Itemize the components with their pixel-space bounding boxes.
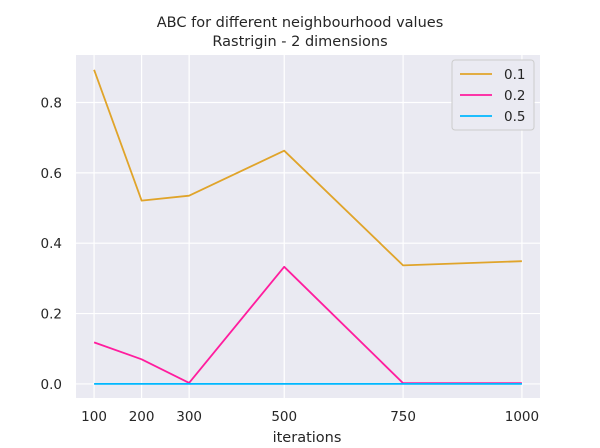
- y-tick-labels: 0.0 0.2 0.4 0.6 0.8: [41, 95, 62, 392]
- legend-label-2: 0.2: [504, 88, 525, 104]
- legend-label-3: 0.5: [504, 109, 525, 125]
- x-tick-labels: 100 200 300 500 750 1000: [81, 409, 539, 425]
- y-tick-label: 0.8: [41, 95, 62, 111]
- y-tick-label: 0.2: [41, 307, 62, 323]
- x-tick-label: 200: [129, 409, 155, 425]
- legend-label-1: 0.1: [504, 67, 525, 83]
- x-tick-label: 750: [390, 409, 416, 425]
- chart-title: ABC for different neighbourhood values: [157, 15, 444, 31]
- x-tick-label: 500: [271, 409, 297, 425]
- legend: 0.1 0.2 0.5: [451, 59, 535, 131]
- chart-subtitle: Rastrigin - 2 dimensions: [212, 34, 387, 50]
- legend-box: [451, 59, 535, 131]
- y-tick-label: 0.6: [41, 166, 62, 182]
- series-lines: [93, 69, 522, 385]
- series-line-1: [93, 69, 522, 267]
- x-tick-label: 300: [176, 409, 202, 425]
- x-tick-label: 1000: [505, 409, 539, 425]
- x-tick-label: 100: [81, 409, 107, 425]
- x-axis-label: iterations: [273, 430, 342, 446]
- y-tick-label: 0.0: [41, 377, 62, 393]
- y-tick-label: 0.4: [41, 236, 62, 252]
